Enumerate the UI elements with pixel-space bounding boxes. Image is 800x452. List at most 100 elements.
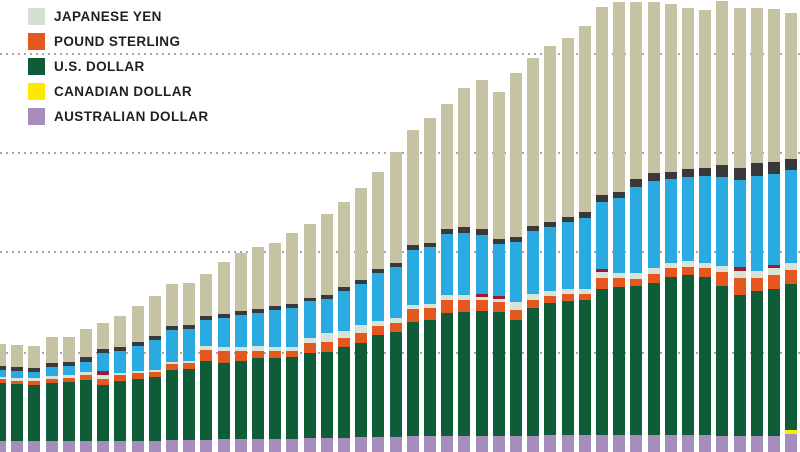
segment-us-dollar [579, 300, 591, 435]
segment-us-dollar [149, 377, 161, 441]
segment-pound-sterling [665, 268, 677, 277]
stacked-bar [372, 172, 384, 452]
segment-unlabeled-khaki [596, 7, 608, 195]
segment-japanese-yen [132, 371, 144, 373]
segment-pound-sterling [286, 351, 298, 357]
segment-japanese-yen [458, 295, 470, 300]
segment-australian-dollar [785, 434, 797, 452]
segment-unlabeled-charcoal [372, 269, 384, 273]
segment-japanese-yen [304, 338, 316, 343]
segment-unlabeled-dark-red [493, 296, 505, 299]
legend-item-canadian-dollar: CANADIAN DOLLAR [28, 83, 192, 100]
segment-unlabeled-khaki [390, 152, 402, 263]
segment-unlabeled-khaki [716, 1, 728, 165]
segment-japanese-yen [97, 375, 109, 379]
segment-unlabeled-charcoal [665, 172, 677, 179]
stacked-bar [630, 2, 642, 452]
segment-pound-sterling [751, 278, 763, 291]
stacked-bar [596, 7, 608, 452]
segment-unlabeled-khaki [0, 344, 6, 366]
segment-us-dollar [46, 383, 58, 441]
segment-us-dollar [11, 384, 23, 441]
segment-unlabeled-khaki [63, 337, 75, 362]
segment-unlabeled-charcoal [751, 163, 763, 176]
segment-japanese-yen [286, 347, 298, 351]
stacked-bar [235, 253, 247, 452]
segment-japanese-yen [751, 271, 763, 278]
segment-australian-dollar [768, 436, 780, 452]
gridline [0, 53, 800, 55]
segment-japanese-yen [768, 268, 780, 275]
segment-pound-sterling [11, 381, 23, 384]
segment-unlabeled-light-blue [562, 222, 574, 289]
legend-item-pound-sterling: POUND STERLING [28, 33, 180, 50]
segment-us-dollar [768, 289, 780, 436]
segment-japanese-yen [527, 294, 539, 300]
segment-unlabeled-light-blue [183, 329, 195, 361]
segment-unlabeled-dark-red [476, 294, 488, 297]
segment-japanese-yen [200, 346, 212, 350]
segment-australian-dollar [613, 435, 625, 452]
segment-unlabeled-charcoal [97, 349, 109, 353]
segment-australian-dollar [218, 439, 230, 452]
segment-australian-dollar [200, 440, 212, 452]
segment-unlabeled-light-blue [716, 177, 728, 266]
segment-us-dollar [734, 295, 746, 436]
segment-unlabeled-charcoal [183, 325, 195, 329]
stacked-bar [716, 1, 728, 452]
segment-japanese-yen [269, 347, 281, 351]
segment-pound-sterling [114, 375, 126, 381]
segment-us-dollar [0, 383, 6, 441]
segment-unlabeled-charcoal [734, 168, 746, 180]
segment-pound-sterling [304, 343, 316, 353]
segment-unlabeled-light-blue [648, 181, 660, 268]
segment-australian-dollar [441, 436, 453, 452]
segment-pound-sterling [699, 268, 711, 277]
stacked-bar [183, 283, 195, 452]
stacked-bar [665, 4, 677, 452]
segment-australian-dollar [97, 441, 109, 452]
segment-us-dollar [751, 291, 763, 436]
pound-sterling-swatch-icon [28, 33, 45, 50]
segment-unlabeled-light-blue [407, 250, 419, 305]
segment-us-dollar [476, 311, 488, 436]
segment-unlabeled-light-blue [355, 284, 367, 325]
segment-us-dollar [252, 358, 264, 439]
segment-japanese-yen [252, 346, 264, 351]
segment-unlabeled-charcoal [0, 366, 6, 370]
segment-unlabeled-khaki [648, 2, 660, 173]
segment-australian-dollar [579, 435, 591, 452]
segment-pound-sterling [132, 373, 144, 379]
legend-item-us-dollar: U.S. DOLLAR [28, 58, 145, 75]
segment-us-dollar [80, 380, 92, 441]
segment-japanese-yen [493, 299, 505, 302]
segment-japanese-yen [149, 370, 161, 372]
segment-us-dollar [424, 320, 436, 436]
segment-unlabeled-light-blue [132, 346, 144, 371]
segment-unlabeled-light-blue [235, 315, 247, 347]
segment-japanese-yen [166, 362, 178, 364]
segment-us-dollar [200, 361, 212, 440]
segment-pound-sterling [613, 278, 625, 287]
segment-us-dollar [321, 352, 333, 438]
segment-unlabeled-light-blue [304, 301, 316, 338]
segment-australian-dollar [510, 436, 522, 452]
segment-unlabeled-light-blue [269, 310, 281, 347]
segment-unlabeled-khaki [321, 214, 333, 295]
segment-unlabeled-khaki [734, 8, 746, 168]
segment-pound-sterling [183, 363, 195, 369]
segment-us-dollar [441, 313, 453, 436]
segment-australian-dollar [716, 436, 728, 452]
segment-japanese-yen [699, 263, 711, 268]
segment-us-dollar [630, 286, 642, 435]
segment-pound-sterling [596, 278, 608, 289]
segment-unlabeled-dark-red [734, 267, 746, 271]
segment-unlabeled-charcoal [28, 368, 40, 372]
segment-japanese-yen [183, 361, 195, 363]
segment-unlabeled-light-blue [252, 313, 264, 346]
segment-japanese-yen [579, 289, 591, 294]
segment-pound-sterling [372, 326, 384, 335]
segment-unlabeled-light-blue [441, 234, 453, 295]
stacked-bar [390, 152, 402, 452]
segment-us-dollar [682, 275, 694, 435]
